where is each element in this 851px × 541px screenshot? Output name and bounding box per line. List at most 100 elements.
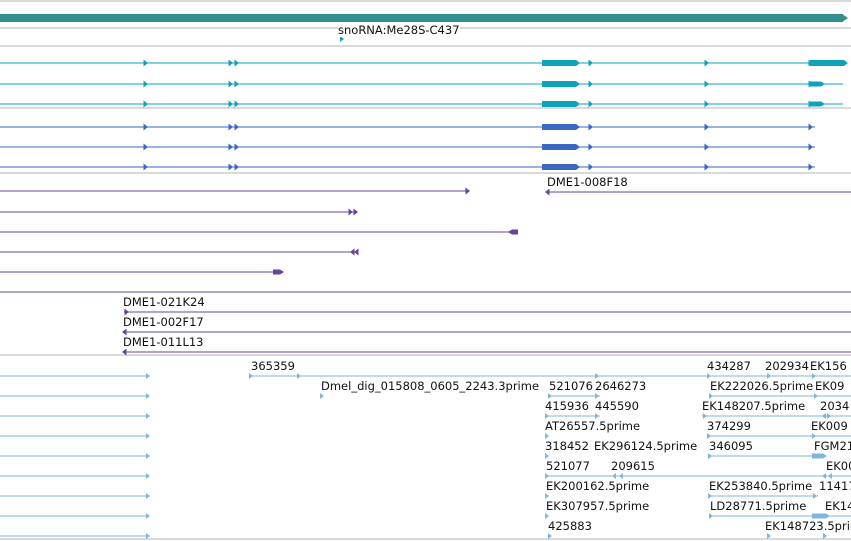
strand-arrow-right — [465, 187, 470, 195]
est-label[interactable]: 209615 — [611, 459, 655, 473]
strand-arrow-right — [146, 473, 150, 479]
strand-arrow-right — [234, 123, 239, 131]
exon-block[interactable] — [542, 60, 580, 66]
strand-arrow-right — [143, 123, 148, 131]
strand-arrow-right — [228, 80, 233, 88]
strand-arrow-right — [228, 143, 233, 151]
strand-arrow-right — [143, 80, 148, 88]
strand-arrow-right — [143, 143, 148, 151]
strand-arrow-left — [822, 473, 826, 479]
exon-block[interactable] — [812, 513, 830, 519]
strand-arrow-right — [545, 433, 549, 439]
strand-arrow-right — [704, 163, 709, 171]
strand-arrow-right — [588, 59, 593, 67]
est-label[interactable]: 374299 — [707, 419, 751, 433]
est-label[interactable]: 2646273 — [595, 379, 647, 393]
strand-arrow-right — [808, 163, 813, 171]
snorna-label[interactable]: snoRNA:Me28S-C437 — [338, 23, 460, 37]
strand-arrow-right — [146, 533, 150, 539]
est-label[interactable]: 415936 — [545, 399, 589, 413]
strand-arrow-right — [708, 453, 712, 459]
est-label[interactable]: AT26557.5prime — [545, 419, 641, 433]
strand-arrow-right — [707, 433, 711, 439]
strand-arrow-left — [545, 188, 550, 196]
est-label[interactable]: EK253840.5prime — [709, 479, 813, 493]
est-label[interactable]: EK009 — [811, 419, 848, 433]
strand-arrow-right — [812, 373, 816, 379]
est-label[interactable]: 521077 — [546, 459, 590, 473]
exon-block[interactable] — [810, 101, 825, 107]
est-label[interactable]: EK307957.5prime — [546, 499, 650, 513]
est-label[interactable]: EK148723.5prime — [765, 520, 851, 533]
exon-block[interactable] — [508, 229, 518, 235]
est-label[interactable]: Dmel_dig_015808_0605_2243.3prime — [321, 379, 540, 393]
clone-label[interactable]: DME1-002F17 — [123, 315, 204, 329]
est-label[interactable]: FGM21 — [814, 440, 851, 453]
strand-arrow-right — [704, 143, 709, 151]
est-label[interactable]: 445590 — [595, 399, 639, 413]
est-label[interactable]: 11417 — [819, 480, 851, 493]
strand-arrow-right — [545, 473, 549, 479]
est-label[interactable]: 318452 — [545, 439, 589, 453]
exon-block[interactable] — [542, 101, 580, 107]
strand-arrow-left — [354, 248, 359, 256]
exon-block[interactable] — [273, 269, 284, 275]
clone-label[interactable]: DME1-011L13 — [123, 335, 204, 349]
strand-arrow-right — [823, 533, 827, 539]
contig-bar-arrow — [842, 14, 848, 22]
strand-arrow-right — [808, 123, 813, 131]
strand-arrow-right — [708, 493, 712, 499]
strand-arrow-right — [588, 100, 593, 108]
est-label[interactable]: EK09 — [815, 379, 845, 393]
strand-arrow-left — [350, 248, 355, 256]
strand-arrow-right — [808, 143, 813, 151]
strand-arrow-right — [228, 100, 233, 108]
est-label[interactable]: EK156 — [810, 359, 847, 373]
strand-arrow-right — [548, 393, 552, 399]
exon-block[interactable] — [542, 144, 580, 150]
est-label[interactable]: EK00 — [826, 460, 851, 473]
strand-arrow-left — [122, 348, 127, 356]
exon-block[interactable] — [542, 164, 580, 170]
strand-arrow-right — [234, 163, 239, 171]
est-label[interactable]: EK200162.5prime — [546, 479, 650, 493]
exon-block[interactable] — [542, 81, 580, 87]
est-label[interactable]: EK14 — [825, 500, 851, 513]
strand-arrow-right — [143, 100, 148, 108]
strand-arrow-right — [704, 80, 709, 88]
strand-arrow-right — [588, 143, 593, 151]
est-label[interactable]: 425883 — [548, 519, 592, 533]
strand-arrow-right — [228, 59, 233, 67]
strand-arrow-right — [353, 208, 358, 216]
clone-label[interactable]: DME1-008F18 — [547, 175, 628, 189]
strand-arrow-right — [545, 493, 549, 499]
clone-label[interactable]: DME1-021K24 — [123, 295, 205, 309]
est-label[interactable]: EK222026.5prime — [710, 379, 814, 393]
est-label[interactable]: 434287 — [707, 359, 751, 373]
strand-arrow-right — [348, 208, 353, 216]
exon-block[interactable] — [810, 60, 848, 66]
exon-block[interactable] — [812, 453, 827, 459]
est-label[interactable]: 346095 — [709, 439, 753, 453]
contig-bar[interactable] — [0, 14, 843, 22]
strand-arrow-right — [812, 433, 816, 439]
est-label[interactable]: LD28771.5prime — [710, 499, 807, 513]
est-label[interactable]: 521076 — [549, 379, 593, 393]
est-label[interactable]: EK148207.5prime — [702, 399, 806, 413]
exon-block[interactable] — [542, 124, 580, 130]
strand-arrow-right — [588, 80, 593, 88]
strand-arrow-right — [143, 163, 148, 171]
strand-arrow-right — [588, 163, 593, 171]
strand-arrow-right — [813, 493, 817, 499]
strand-arrow-right — [709, 393, 713, 399]
est-label[interactable]: EK296124.5prime — [594, 439, 698, 453]
est-label[interactable]: 202934 — [765, 359, 809, 373]
strand-arrow-left — [822, 413, 826, 419]
est-label[interactable]: 365359 — [251, 359, 295, 373]
exon-block[interactable] — [810, 81, 825, 87]
strand-arrow-right — [297, 373, 301, 379]
strand-arrow-right — [234, 143, 239, 151]
est-label[interactable]: 2034 — [820, 399, 850, 413]
